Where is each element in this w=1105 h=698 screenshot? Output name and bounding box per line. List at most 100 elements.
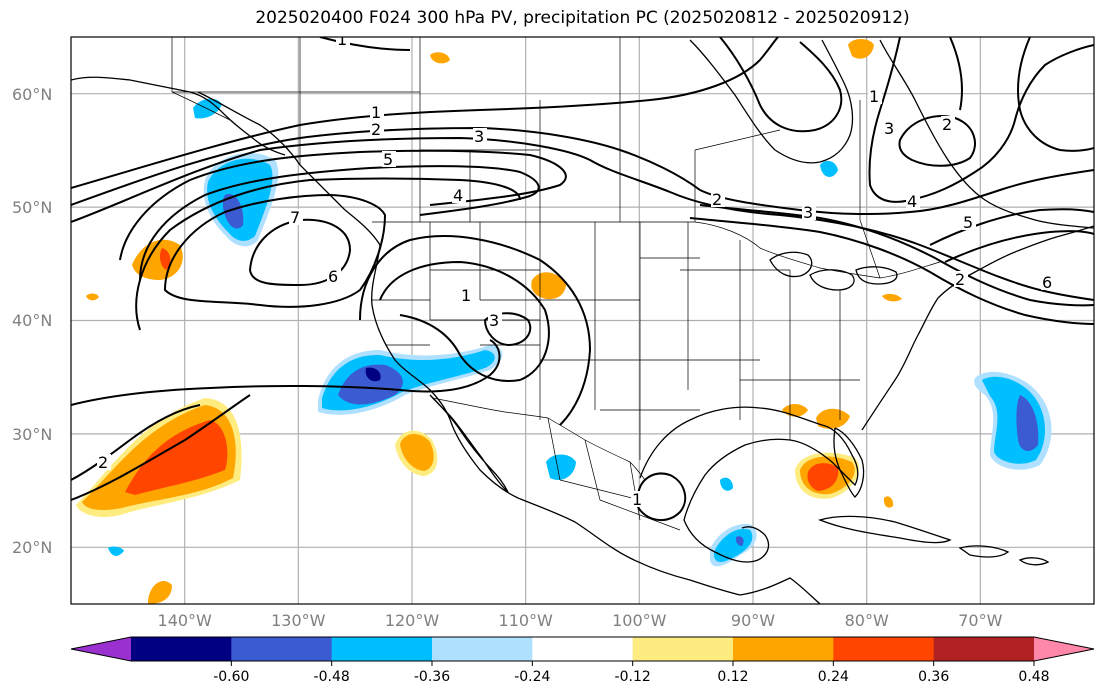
pv-contours — [71, 37, 1094, 521]
colorbar-extend-high — [1034, 637, 1094, 661]
contour-label: 4 — [907, 192, 917, 211]
coastline-caribbean — [1018, 557, 1050, 566]
colorbar-tick-label: 0.36 — [918, 669, 949, 685]
contour-label: 6 — [1042, 273, 1052, 292]
contour-label: 3 — [803, 203, 813, 222]
colorbar-segment — [733, 637, 834, 661]
precip-blob-ne-us — [882, 293, 902, 302]
colorbar-tick-label: 0.12 — [717, 669, 748, 685]
precip-blob-pacific-far — [148, 580, 172, 604]
colorbar-segment — [432, 637, 533, 661]
precip-blob-gulf — [714, 528, 753, 563]
contour-label: 5 — [963, 213, 973, 232]
colorbar-extend-low — [71, 637, 131, 661]
colorbar-segment — [632, 637, 734, 661]
pv-contour-ne-4 — [949, 37, 963, 111]
lon-label-100w: 100°W — [612, 611, 667, 630]
lon-label-90w: 90°W — [731, 611, 775, 630]
precip-blob-florida — [807, 463, 839, 491]
lon-label-110w: 110°W — [499, 611, 554, 630]
contour-label: 3 — [489, 311, 499, 330]
pv-contour-east-4 — [944, 230, 1094, 263]
colorbar-tick-label: -0.24 — [514, 669, 550, 685]
border-us-canada — [372, 221, 941, 279]
colorbar-segment — [131, 637, 232, 661]
coastline-pacific — [197, 91, 741, 596]
pv-contour-4 — [119, 149, 567, 261]
colorbar-segment — [833, 637, 935, 661]
pv-contour-cutoff-2 — [379, 260, 550, 382]
pv-contour-east-2 — [689, 217, 1094, 325]
coastline-cuba — [818, 515, 952, 544]
pv-contour-sw-2 — [71, 394, 251, 501]
border-states — [372, 222, 860, 460]
precip-blob-hawaii — [108, 546, 124, 556]
contour-label: 2 — [371, 120, 381, 139]
precip-blob-bc — [222, 194, 244, 229]
precip-blob-bahamas — [883, 496, 894, 508]
border-us-mexico — [431, 397, 646, 481]
contour-label: 5 — [383, 150, 393, 169]
coastline-gulf — [639, 406, 859, 563]
borders — [171, 37, 941, 531]
colorbar-segment — [532, 637, 634, 661]
contour-label: 7 — [290, 208, 300, 227]
precip-blob-mexico — [546, 454, 576, 481]
colorbar-tick-label: 0.48 — [1018, 669, 1049, 685]
precip-blob-canada-e — [820, 160, 838, 177]
contour-labels: 1 1 2 3 5 7 6 4 1 3 2 3 3 2 — [97, 30, 1055, 509]
lat-labels: 20°N 30°N 40°N 50°N 60°N — [12, 85, 52, 557]
colorbar-tick-label: 0.24 — [818, 669, 849, 685]
contour-label: 4 — [453, 186, 463, 205]
coastline-central-america — [739, 577, 821, 604]
lat-label-40n: 40°N — [12, 311, 52, 330]
precip-blob-bc — [207, 158, 273, 241]
pv-contour-ne-1 — [719, 37, 843, 133]
coastline-great-lakes — [769, 251, 813, 278]
contour-label: 1 — [869, 87, 879, 106]
contour-label: 2 — [955, 270, 965, 289]
precip-blob-se-us — [816, 408, 850, 429]
precip-blob-pacific-w — [86, 293, 99, 301]
lon-label-70w: 70°W — [958, 611, 1002, 630]
pv-contour-east-1 — [699, 204, 1094, 307]
contour-label: 1 — [337, 30, 347, 49]
pv-contour-cutoff-3 — [483, 312, 532, 347]
pv-contour-east-3 — [929, 208, 1094, 246]
precip-blob-pacific-sw — [125, 420, 228, 495]
colorbar-tick-label: -0.36 — [414, 669, 450, 685]
colorbar: -0.60 -0.48 -0.36 -0.24 -0.12 0.12 0.24 0.36 0.4… — [70, 636, 1095, 685]
colorbar-tick-label: -0.60 — [213, 669, 249, 685]
contour-label: 6 — [328, 267, 338, 286]
precip-blob-baja — [400, 433, 434, 471]
colorbar-tick-label: -0.12 — [615, 669, 651, 685]
coastline-alaska — [71, 76, 286, 156]
precip-blob-california — [338, 364, 403, 405]
precip-blob-yucatan — [720, 477, 733, 491]
precip-blob-california — [365, 367, 381, 382]
precip-blob-atlantic — [1016, 395, 1039, 452]
colorbar-outline — [70, 636, 1095, 662]
contour-label: 1 — [632, 490, 642, 509]
lat-label-20n: 20°N — [12, 538, 52, 557]
contour-label: 2 — [98, 453, 108, 472]
pv-contour-2 — [71, 126, 1094, 216]
lat-label-60n: 60°N — [12, 85, 52, 104]
contour-label: 3 — [884, 119, 894, 138]
pv-contour-sw — [71, 404, 201, 481]
colorbar-segment — [933, 637, 1035, 661]
precip-blob-nw-canada — [430, 52, 450, 64]
lon-label-130w: 130°W — [271, 611, 326, 630]
pv-contour-6 — [163, 193, 387, 308]
precip-blob-pacific-n — [159, 248, 171, 270]
lat-label-30n: 30°N — [12, 425, 52, 444]
lon-label-140w: 140°W — [158, 611, 213, 630]
pv-contour-outer — [135, 177, 521, 331]
pv-contour-south — [71, 339, 501, 406]
coastline-labrador — [879, 39, 1094, 229]
contour-label: 2 — [942, 115, 952, 134]
coastline-florida — [833, 427, 865, 498]
pv-contour-ne-5 — [1017, 37, 1094, 152]
map-title: 2025020400 F024 300 hPa PV, precipitatio… — [255, 8, 910, 28]
